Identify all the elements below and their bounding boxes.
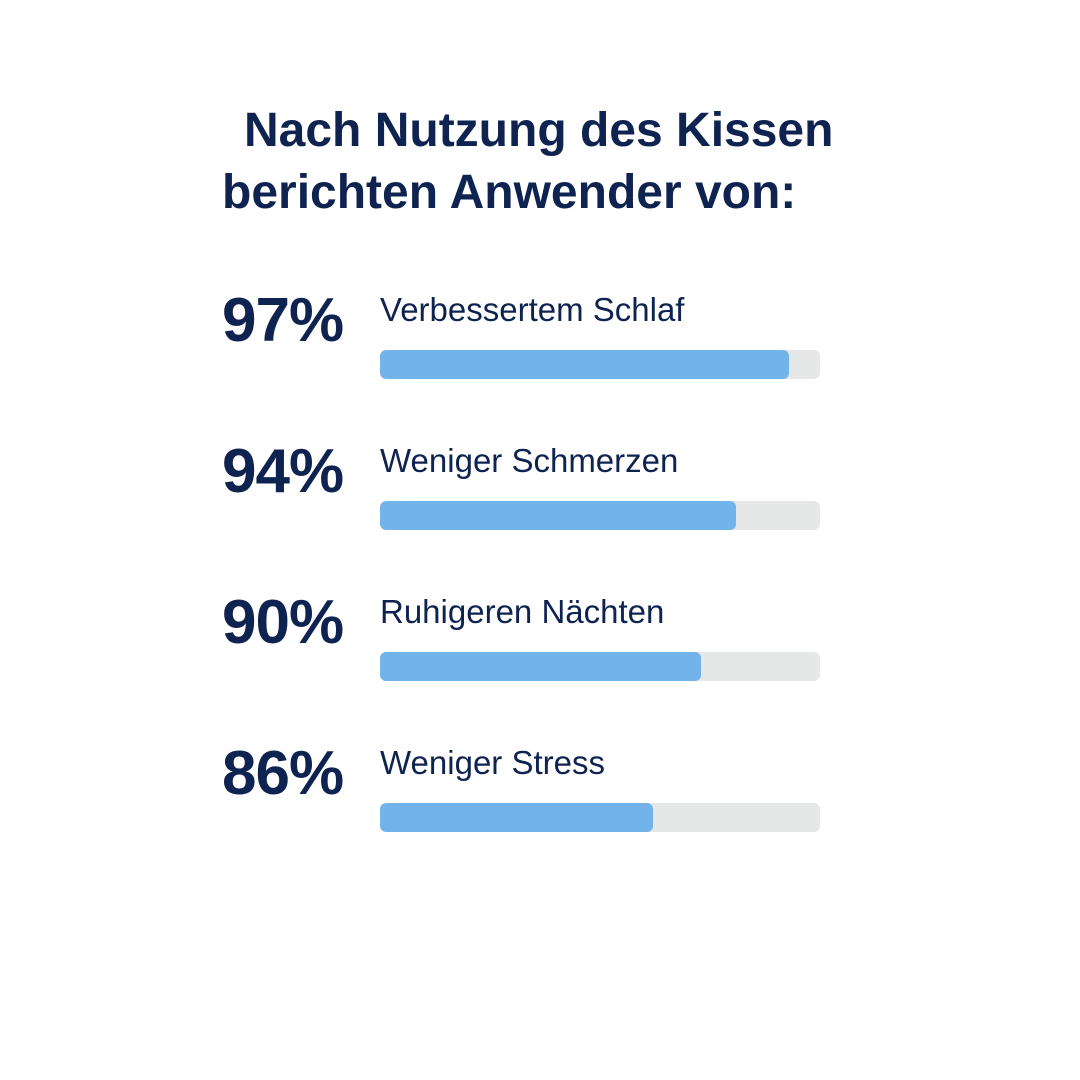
bar-row: 90% Ruhigeren Nächten <box>222 587 822 738</box>
bar-value-label: 86% <box>222 739 344 808</box>
bar-track <box>380 652 820 681</box>
bar-value-label: 94% <box>222 437 344 506</box>
bar-category-label: Weniger Stress <box>380 744 605 781</box>
chart-title-line-2: berichten Anwender von: <box>222 166 797 219</box>
bar-list: 97% Verbessertem Schlaf 94% Weniger Schm… <box>222 285 822 889</box>
bar-category-label: Weniger Schmerzen <box>380 442 679 479</box>
bar-fill <box>380 350 790 379</box>
bar-category-label: Verbessertem Schlaf <box>380 291 685 328</box>
chart-title-line-1: Nach Nutzung des Kissen <box>244 104 834 157</box>
bar-track <box>380 501 820 530</box>
bar-track <box>380 350 820 379</box>
bar-value-label: 97% <box>222 286 344 355</box>
bar-value-label: 90% <box>222 588 344 657</box>
bar-fill <box>380 501 737 530</box>
bar-category-label: Ruhigeren Nächten <box>380 593 665 630</box>
bar-fill <box>380 803 653 832</box>
bar-row: 86% Weniger Stress <box>222 738 822 889</box>
bar-row: 94% Weniger Schmerzen <box>222 436 822 587</box>
chart-title: Nach Nutzung des Kissen berichten Anwend… <box>222 100 862 224</box>
bar-fill <box>380 652 702 681</box>
bar-track <box>380 803 820 832</box>
bar-row: 97% Verbessertem Schlaf <box>222 285 822 436</box>
